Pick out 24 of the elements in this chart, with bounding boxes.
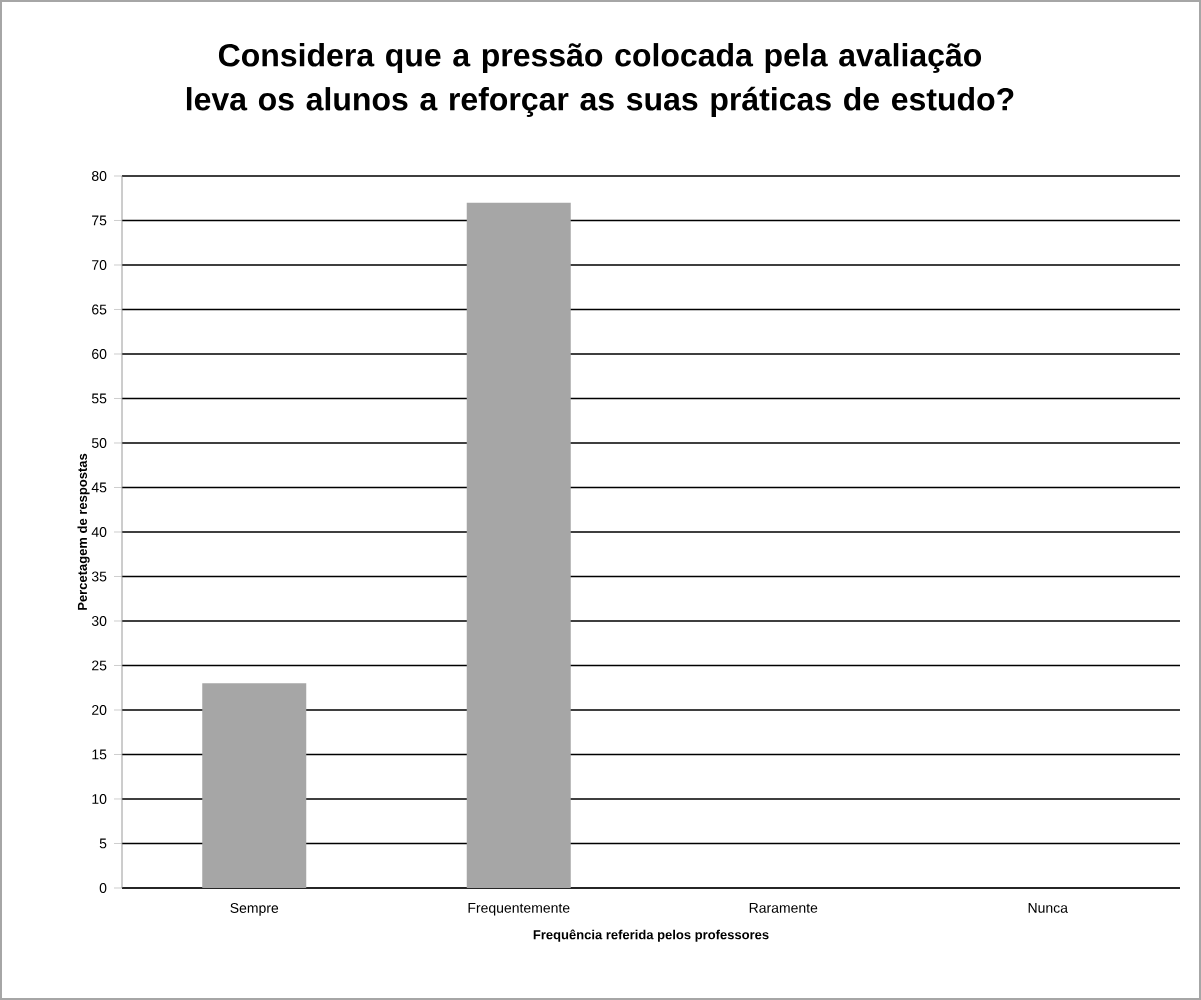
x-tick-label: Raramente	[749, 903, 818, 913]
y-tick-label: 75	[92, 215, 107, 226]
y-tick-label: 0	[99, 883, 107, 893]
x-tick-label: Frequentemente	[468, 903, 570, 916]
y-tick-label: 80	[91, 171, 107, 181]
y-tick-label: 10	[92, 794, 107, 804]
y-tick-label: 5	[99, 838, 107, 849]
y-tick-label: 45	[91, 482, 107, 493]
y-tick-label: 65	[92, 304, 107, 315]
y-axis-title: Percetagem de respostas	[77, 453, 90, 610]
y-tick-label: 25	[92, 660, 107, 671]
x-axis-title: Frequência referida pelos professores	[533, 929, 769, 942]
y-tick-label: 55	[91, 393, 107, 404]
y-tick-label: 70	[92, 260, 107, 270]
y-tick-label: 40	[91, 527, 107, 537]
y-tick-label: 60	[92, 349, 107, 359]
x-tick-label: Nunca	[1028, 903, 1068, 913]
y-tick-label: 15	[92, 749, 107, 760]
x-tick-label: Sempre	[230, 903, 279, 916]
y-tick-label: 30	[91, 616, 107, 626]
y-tick-label: 20	[92, 705, 107, 715]
y-tick-label: 50	[91, 438, 107, 448]
chart-title: Considera que a pressão colocada pela avaliação leva os alunos a reforçar as suas práticas de estudo?	[186, 43, 1014, 117]
y-tick-label: 35	[91, 571, 107, 582]
